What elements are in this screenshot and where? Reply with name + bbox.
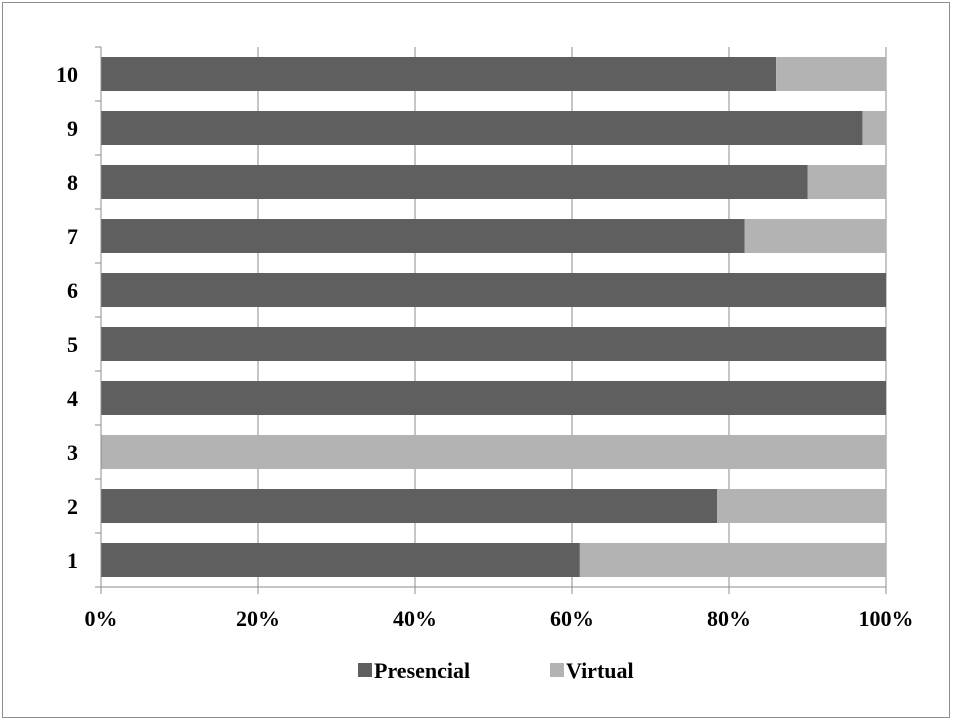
bar-presencial-1 (101, 543, 580, 577)
legend-label-presencial: Presencial (374, 658, 470, 683)
bar-virtual-2 (717, 489, 886, 523)
bar-presencial-7 (101, 219, 745, 253)
legend-swatch-virtual (550, 663, 564, 677)
bar-presencial-4 (101, 381, 886, 415)
x-tick-label: 60% (550, 606, 594, 631)
y-tick-label: 7 (67, 224, 78, 249)
bar-presencial-2 (101, 489, 718, 523)
y-tick-label: 9 (67, 116, 78, 141)
y-tick-label: 4 (67, 386, 78, 411)
x-tick-label: 20% (236, 606, 280, 631)
x-tick-label: 80% (707, 606, 751, 631)
bar-presencial-10 (101, 57, 777, 91)
bars-layer (101, 57, 886, 577)
legend-label-virtual: Virtual (566, 658, 634, 683)
bar-virtual-3 (101, 435, 886, 469)
bar-virtual-10 (776, 57, 886, 91)
x-tick-label: 0% (85, 606, 118, 631)
bar-virtual-7 (744, 219, 886, 253)
bar-virtual-9 (862, 111, 886, 145)
x-tick-label: 100% (859, 606, 914, 631)
y-tick-label: 8 (67, 170, 78, 195)
y-tick-label: 10 (56, 62, 78, 87)
x-tick-label: 40% (393, 606, 437, 631)
bar-presencial-8 (101, 165, 808, 199)
y-tick-label: 2 (67, 494, 78, 519)
y-tick-label: 5 (67, 332, 78, 357)
bar-virtual-8 (807, 165, 886, 199)
bar-presencial-5 (101, 327, 886, 361)
y-tick-label: 1 (67, 548, 78, 573)
bar-virtual-1 (579, 543, 886, 577)
y-tick-label: 3 (67, 440, 78, 465)
bar-presencial-9 (101, 111, 863, 145)
y-tick-label: 6 (67, 278, 78, 303)
bar-presencial-6 (101, 273, 886, 307)
axis-layer: 0% 20% 40% 60% 80% 100% 1 2 3 4 5 6 7 8 9 10 (56, 46, 914, 631)
legend: Presencial Virtual (358, 658, 634, 683)
legend-swatch-presencial (358, 663, 372, 677)
